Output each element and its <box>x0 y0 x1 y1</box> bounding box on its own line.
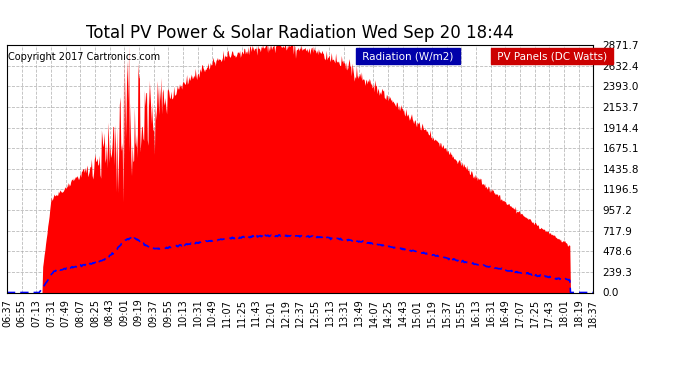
Text: PV Panels (DC Watts): PV Panels (DC Watts) <box>493 51 610 61</box>
Title: Total PV Power & Solar Radiation Wed Sep 20 18:44: Total PV Power & Solar Radiation Wed Sep… <box>86 24 514 42</box>
Text: Radiation (W/m2): Radiation (W/m2) <box>359 51 456 61</box>
Text: Copyright 2017 Cartronics.com: Copyright 2017 Cartronics.com <box>8 53 160 62</box>
